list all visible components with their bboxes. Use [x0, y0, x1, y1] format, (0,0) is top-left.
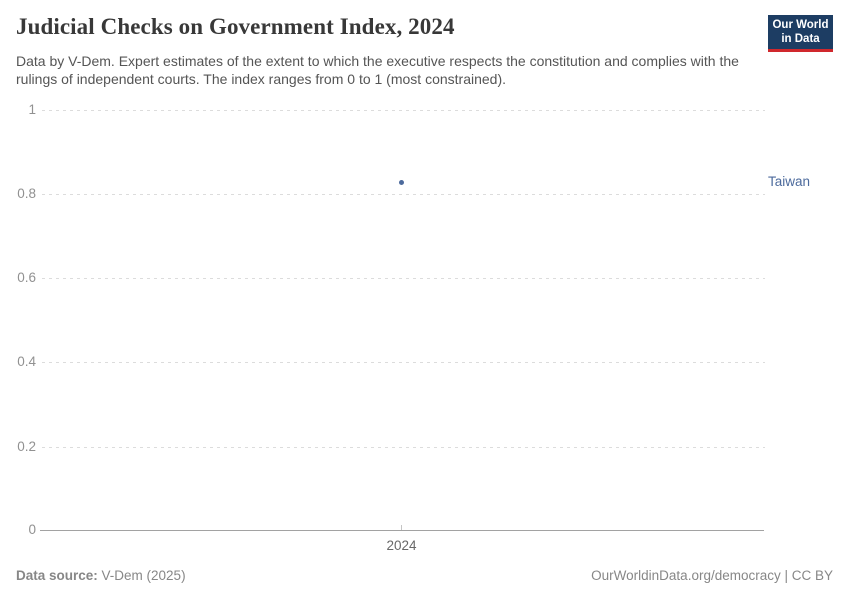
gridline-0-8	[42, 194, 765, 195]
y-axis-tick: 0.6	[17, 270, 36, 285]
chart-footer: Data source: V-Dem (2025) OurWorldinData…	[16, 568, 833, 583]
chart-title: Judicial Checks on Government Index, 202…	[16, 14, 455, 39]
gridline-1	[42, 110, 765, 111]
y-axis-tick: 0.4	[17, 354, 36, 369]
gridline-0-6	[42, 278, 765, 279]
x-axis-tickmark	[401, 525, 402, 530]
owid-logo[interactable]: Our World in Data	[768, 15, 833, 52]
y-axis-tick: 0.2	[17, 439, 36, 454]
entity-label-taiwan[interactable]: Taiwan	[768, 174, 811, 189]
data-source-label: Data source:	[16, 568, 98, 583]
owid-logo-line2: in Data	[781, 33, 820, 45]
owid-logo-line1: Our World	[772, 18, 829, 31]
gridline-0-4	[42, 362, 765, 363]
gridline-0-2	[42, 447, 765, 448]
data-source: Data source: V-Dem (2025)	[16, 568, 186, 583]
y-axis-tick: 0.8	[17, 186, 36, 201]
x-axis-line	[40, 530, 764, 531]
data-point-taiwan-2024[interactable]	[399, 180, 404, 185]
credit-link[interactable]: OurWorldinData.org/democracy | CC BY	[591, 568, 833, 583]
data-source-value: V-Dem (2025)	[97, 568, 186, 583]
x-axis-tick: 2024	[386, 538, 417, 553]
y-axis-tick: 0	[28, 522, 36, 537]
chart-subtitle: Data by V-Dem. Expert estimates of the e…	[16, 53, 739, 88]
y-axis-tick: 1	[28, 102, 36, 117]
